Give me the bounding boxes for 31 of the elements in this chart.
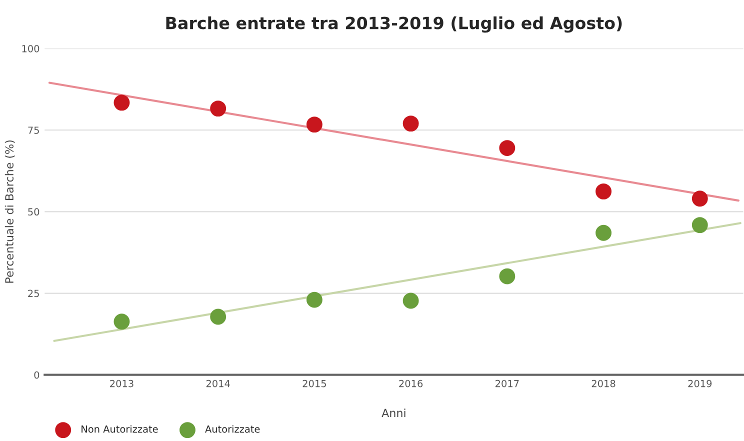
- point: [114, 94, 130, 111]
- legend-label: Autorizzate: [205, 425, 260, 433]
- y-tick-label: 75: [28, 126, 39, 134]
- point: [596, 183, 612, 200]
- y-tick-label: 50: [28, 208, 40, 216]
- x-tick-label: 2016: [399, 380, 423, 388]
- legend-label: Non Autorizzate: [82, 425, 158, 433]
- point: [306, 116, 322, 133]
- point: [692, 190, 708, 207]
- point: [499, 140, 516, 156]
- point: [114, 314, 130, 330]
- point: [402, 292, 419, 309]
- y-tick-label: 25: [28, 290, 39, 298]
- x-tick-label: 2015: [302, 380, 326, 388]
- x-tick-label: 2018: [592, 380, 616, 388]
- x-tick-label: 2017: [496, 380, 519, 388]
- y-axis-title: Percentuale di Barche (%): [4, 140, 15, 283]
- x-tick-label: 2019: [688, 380, 712, 388]
- point: [210, 100, 226, 117]
- point: [402, 116, 419, 132]
- point: [306, 292, 322, 308]
- chart-title: Barche entrate tra 2013-2019 (Luglio ed Agosto): [166, 16, 622, 33]
- point: [499, 268, 516, 284]
- x-axis-title: Anni: [382, 408, 406, 418]
- x-tick-label: 2014: [206, 380, 230, 388]
- point: [596, 224, 612, 241]
- y-tick-label: 0: [34, 371, 40, 379]
- point: [210, 308, 226, 325]
- y-tick-label: 100: [22, 44, 40, 52]
- x-tick-label: 2013: [110, 380, 134, 388]
- point: [692, 217, 708, 234]
